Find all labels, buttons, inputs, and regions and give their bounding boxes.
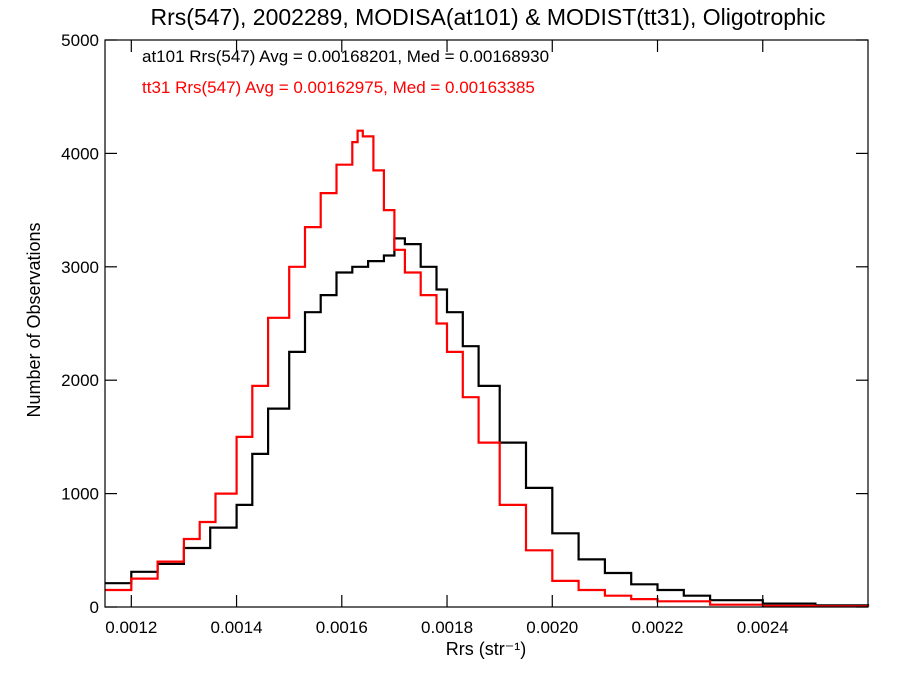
axes-layer: 0.0012 0.0014 0.0016 0.0018 0.0020 0.0022 0.00… [61, 31, 868, 637]
series-layer [105, 129, 870, 608]
x-axis-label: Rrs (str⁻¹) [446, 639, 526, 659]
y-tick-label: 4000 [61, 144, 99, 163]
x-tick-label: 0.0012 [105, 618, 157, 637]
x-tick-label: 0.0016 [316, 618, 368, 637]
y-tick-label: 3000 [61, 258, 99, 277]
y-tick-label: 1000 [61, 485, 99, 504]
x-tick-label: 0.0022 [632, 618, 684, 637]
x-tick-label: 0.0024 [737, 618, 789, 637]
series-at101-histogram [105, 237, 870, 607]
chart-title: Rrs(547), 2002289, MODISA(at101) & MODIS… [151, 4, 826, 30]
series-tt31-histogram [105, 129, 870, 608]
annotation-at101: at101 Rrs(547) Avg = 0.00168201, Med = 0… [142, 47, 549, 66]
x-tick-label: 0.0020 [526, 618, 578, 637]
plot-frame [104, 39, 869, 608]
x-tick-label: 0.0018 [421, 618, 473, 637]
y-axis-label: Number of Observations [24, 222, 44, 417]
y-tick-label: 5000 [61, 31, 99, 50]
annotation-tt31: tt31 Rrs(547) Avg = 0.00162975, Med = 0.… [142, 78, 535, 97]
x-tick-label: 0.0014 [211, 618, 263, 637]
y-tick-label: 0 [90, 598, 99, 617]
y-tick-label: 2000 [61, 371, 99, 390]
